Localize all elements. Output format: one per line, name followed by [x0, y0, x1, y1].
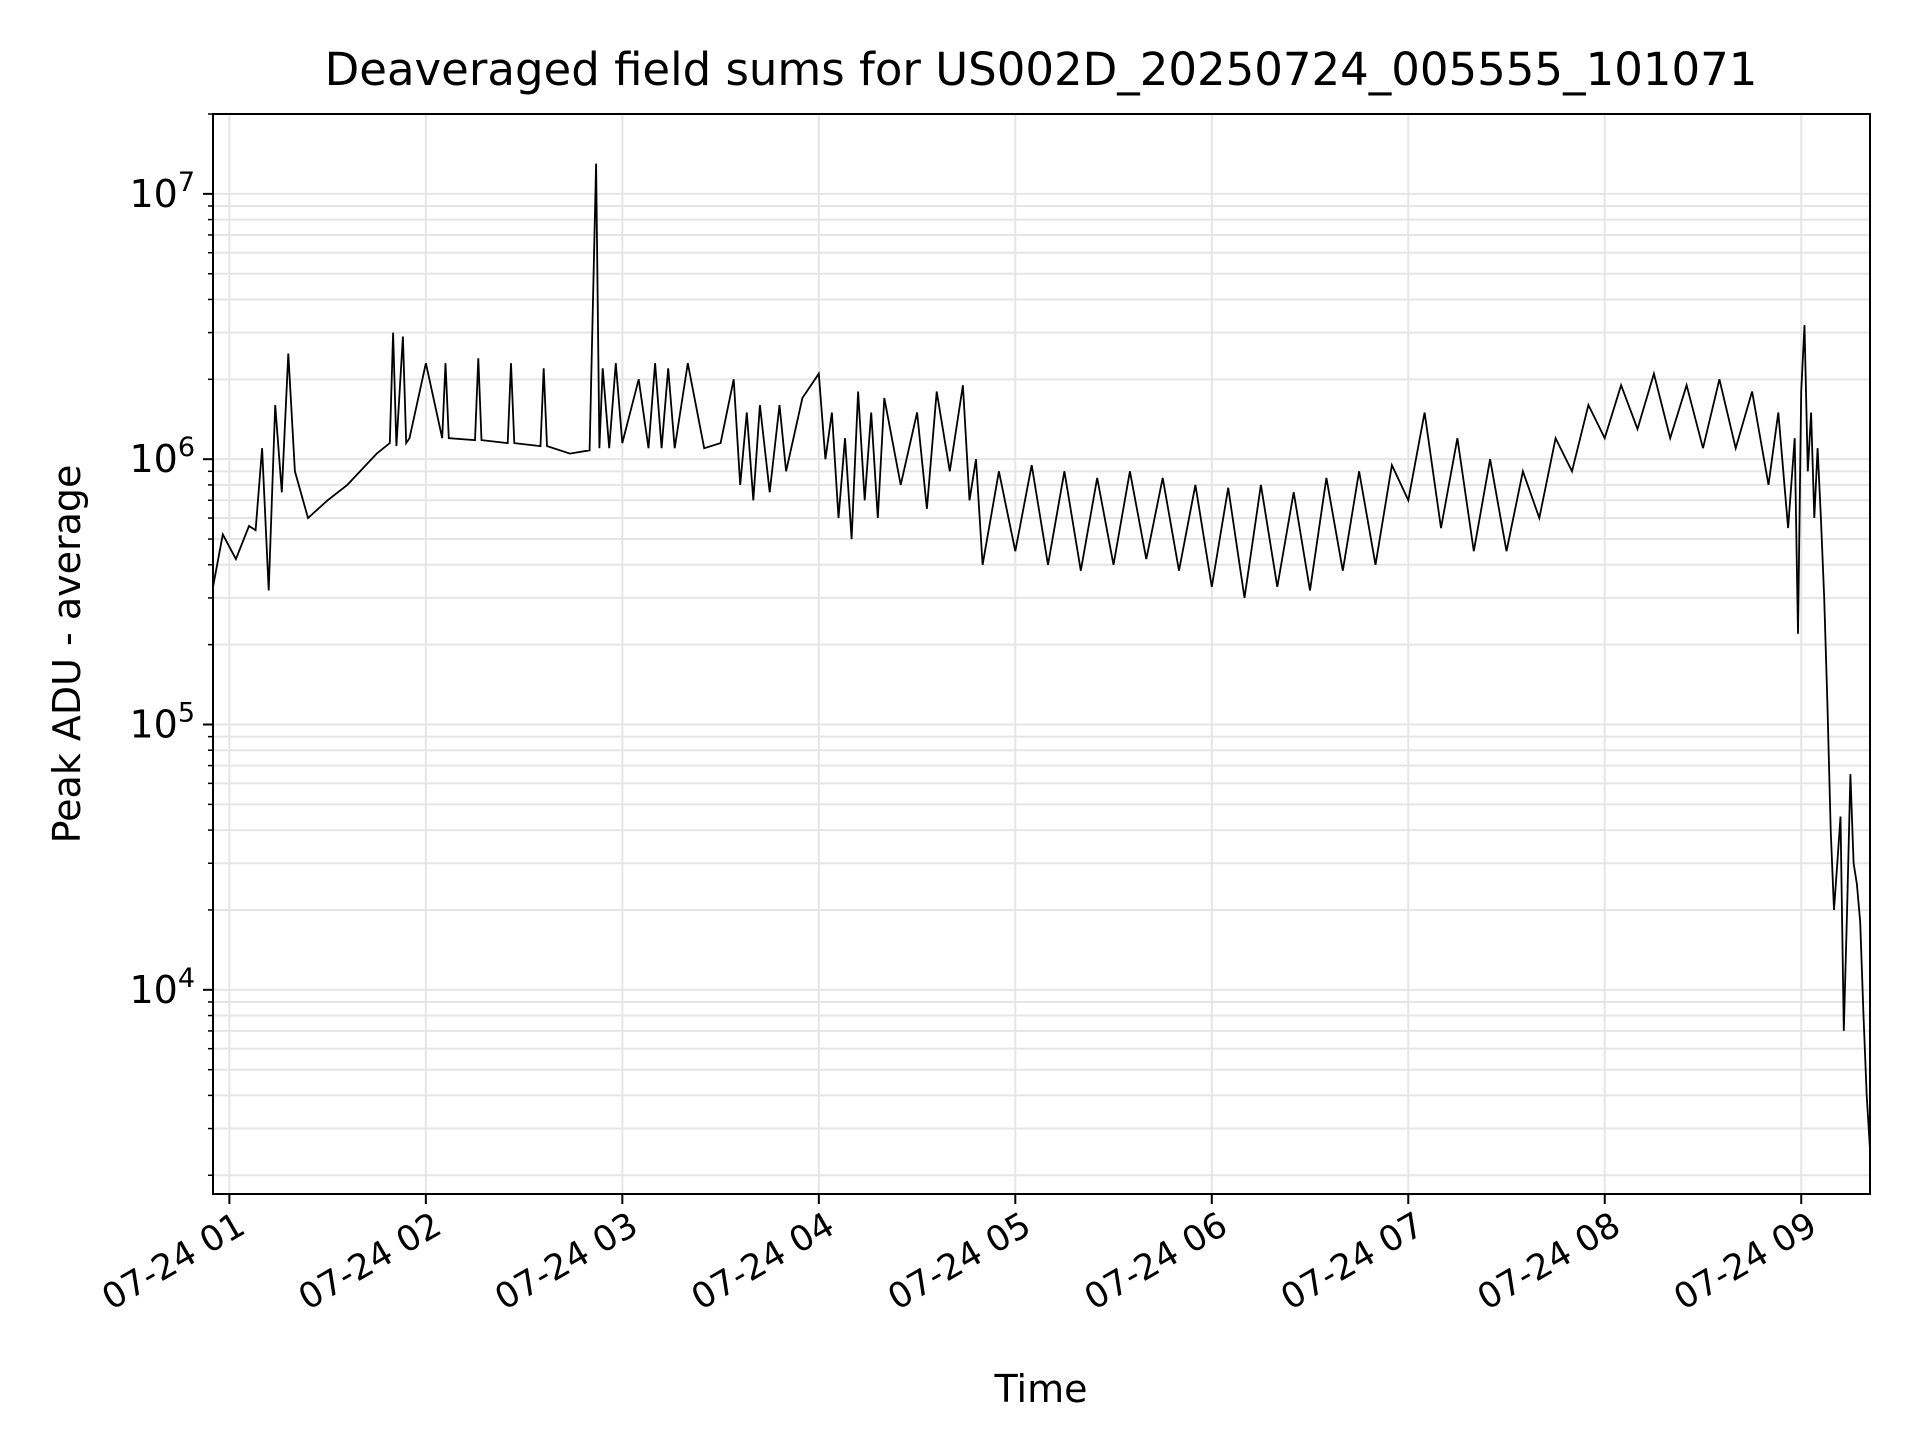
plot-frame [212, 113, 1871, 1195]
y-axis-label: Peak ADU - average [45, 465, 89, 844]
y-axis: 104 105 106 107 [129, 113, 213, 1177]
y-tick-label: 106 [129, 432, 195, 481]
minor-grid [213, 113, 1870, 1177]
y-tick-label: 104 [129, 963, 195, 1012]
chart-title: Deaveraged field sums for US002D_2025072… [325, 43, 1758, 96]
y-tick-label: 107 [129, 167, 195, 216]
y-tick-label: 105 [129, 698, 195, 747]
major-grid [213, 114, 1870, 1194]
series-line [212, 163, 1871, 1150]
x-axis-label: Time [994, 1367, 1088, 1411]
series-layer [212, 163, 1871, 1150]
